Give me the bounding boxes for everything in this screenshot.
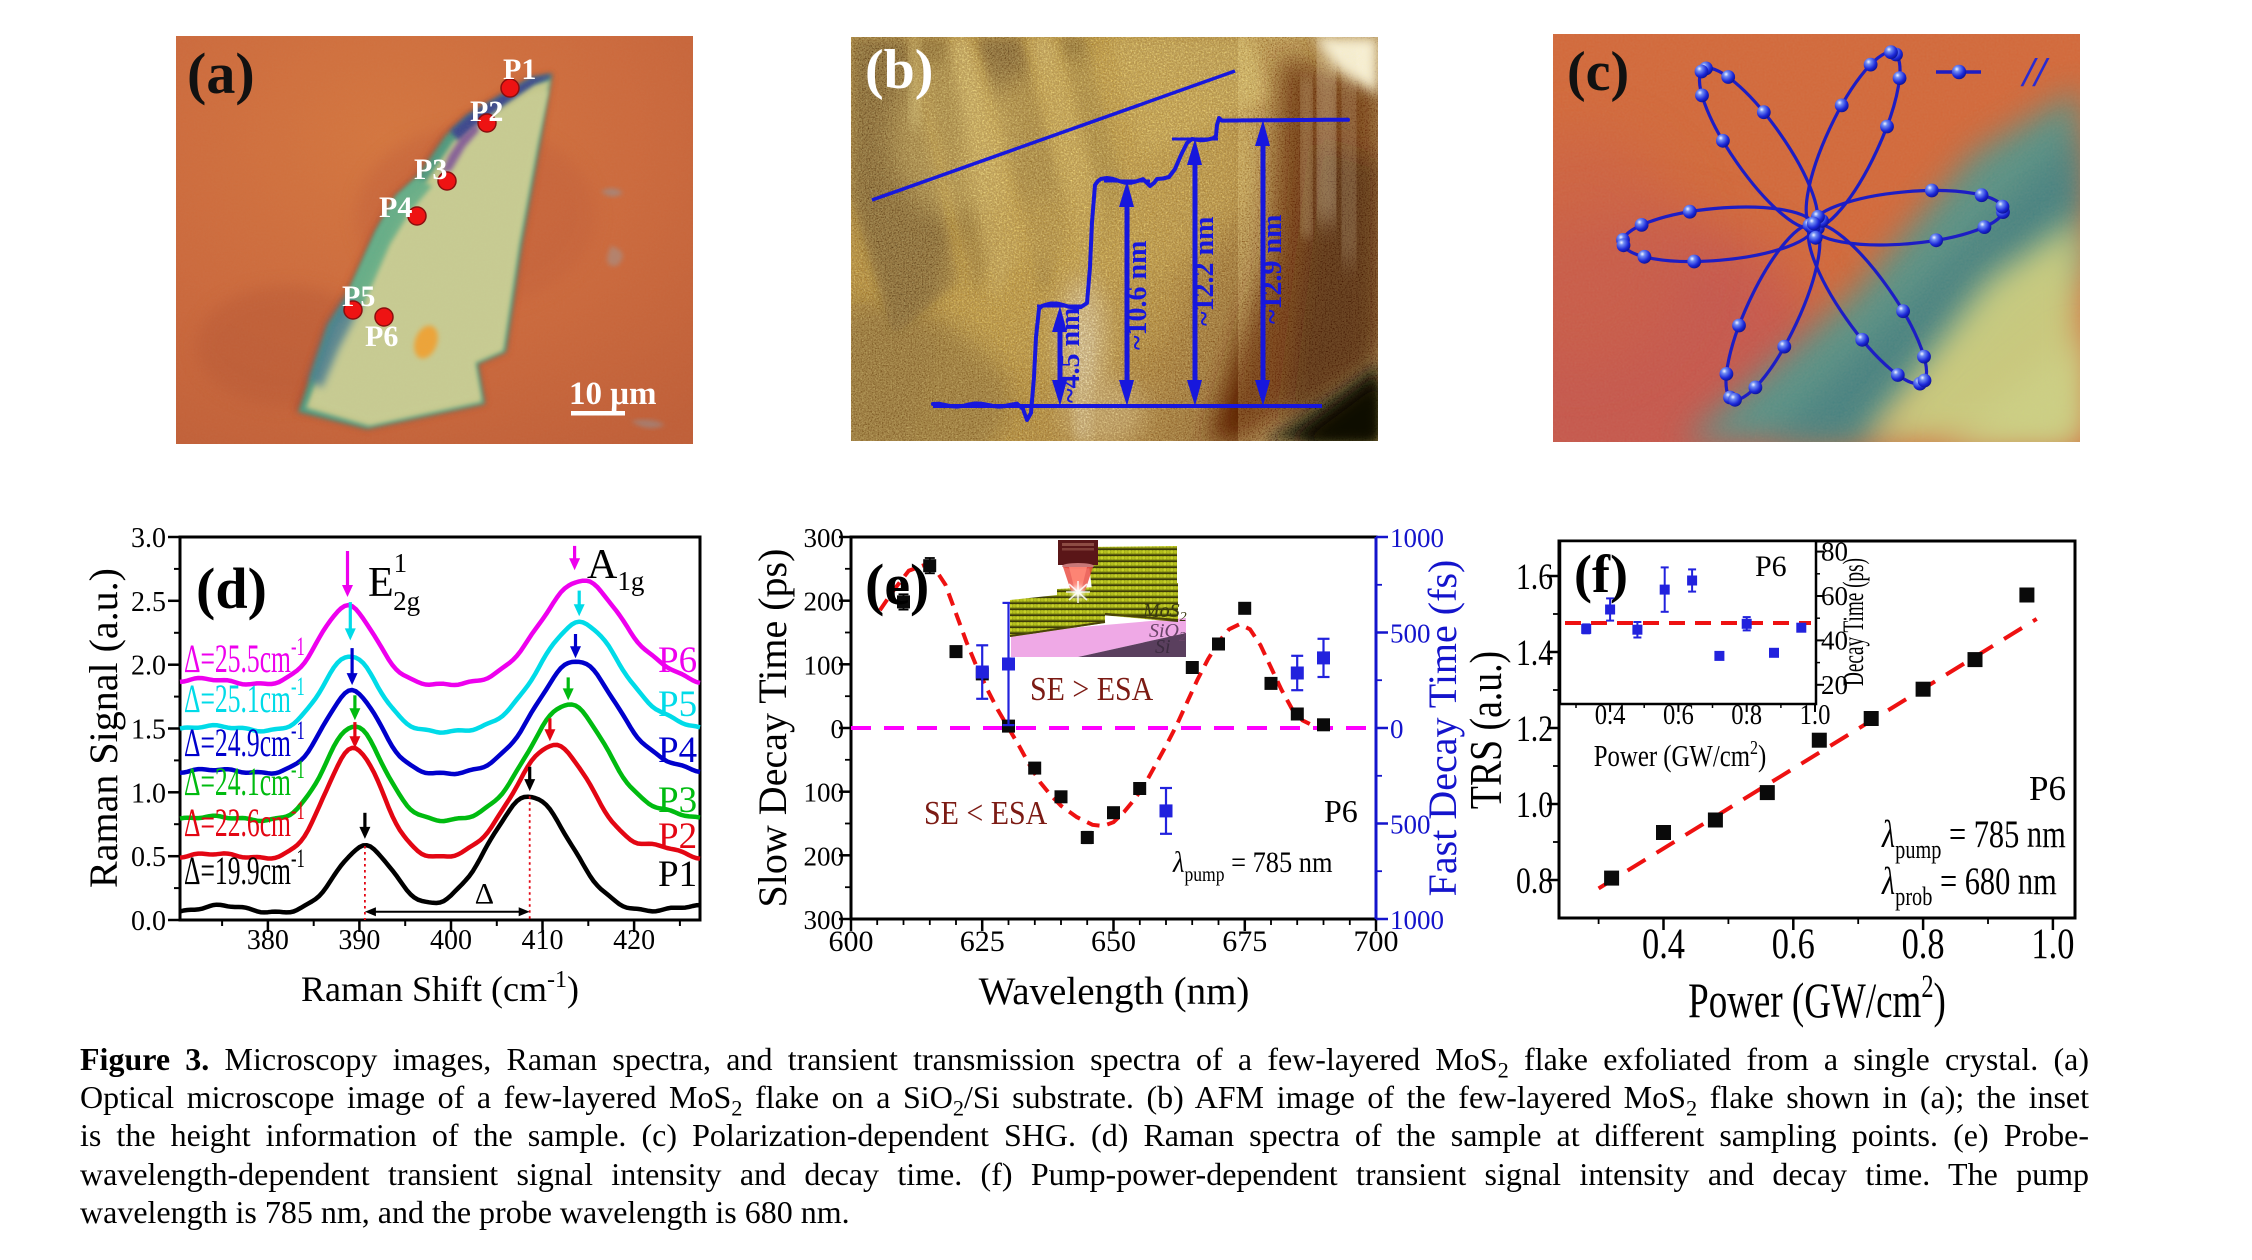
svg-text:P1: P1 [658,854,697,895]
svg-text:λpump = 785 nm: λpump = 785 nm [1881,812,2066,864]
svg-text:60: 60 [1821,581,1848,611]
svg-text:1000: 1000 [1390,523,1444,553]
svg-text:P3: P3 [414,153,447,186]
svg-text:λpump = 785 nm: λpump = 785 nm [1172,847,1332,887]
svg-text:0.5: 0.5 [131,842,166,873]
svg-text:Raman Shift (cm-1): Raman Shift (cm-1) [301,967,579,1009]
svg-text:(b): (b) [865,39,933,101]
svg-text:Δ: Δ [475,877,494,910]
svg-text:3.0: 3.0 [131,523,166,554]
svg-text:Δ=19.9cm-1: Δ=19.9cm-1 [184,844,305,893]
svg-text:390: 390 [338,925,380,956]
svg-text:1000: 1000 [1390,905,1444,935]
svg-text:P2: P2 [658,816,697,857]
svg-text:40: 40 [1821,625,1848,655]
svg-text:P6: P6 [1324,793,1358,829]
svg-text:P4: P4 [379,191,412,224]
svg-text:Δ=25.1cm-1: Δ=25.1cm-1 [184,672,305,721]
svg-text:Si: Si [1155,636,1171,658]
svg-text:0.8: 0.8 [1902,920,1945,967]
svg-text:Slow Decay Time (ps): Slow Decay Time (ps) [750,549,795,908]
svg-text:P4: P4 [658,730,697,771]
svg-text:(d): (d) [196,556,267,621]
svg-text:(a): (a) [187,41,255,106]
svg-text:P1: P1 [503,53,536,86]
svg-text:~4.5 nm: ~4.5 nm [1055,308,1086,403]
svg-text:100: 100 [804,650,845,680]
svg-text:~12.9 nm: ~12.9 nm [1257,215,1288,324]
svg-text:625: 625 [960,925,1005,958]
svg-text:0: 0 [1390,714,1404,744]
svg-text:1.0: 1.0 [131,778,166,809]
svg-text:P3: P3 [658,780,697,821]
svg-text:500: 500 [1390,810,1431,840]
svg-text:SiO2: SiO2 [1149,620,1186,645]
svg-text:0.8: 0.8 [1731,698,1762,730]
svg-text:1.6: 1.6 [1516,557,1553,598]
svg-text:λprob = 680 nm: λprob = 680 nm [1881,859,2057,911]
svg-text:1.0: 1.0 [2031,920,2074,967]
svg-text:0.6: 0.6 [1663,698,1694,730]
svg-text:2.5: 2.5 [131,587,166,618]
svg-text:0.4: 0.4 [1595,698,1626,730]
svg-text:Δ=24.9cm-1: Δ=24.9cm-1 [184,716,305,765]
svg-text:Power (GW/cm2): Power (GW/cm2) [1688,969,1946,1029]
svg-text:20: 20 [1821,670,1848,700]
svg-text:Power (GW/cm2): Power (GW/cm2) [1594,736,1767,773]
svg-text:MoS2: MoS2 [1142,600,1187,625]
svg-text:0.6: 0.6 [1772,920,1815,967]
svg-text:Δ=22.6cm-1: Δ=22.6cm-1 [184,796,305,845]
svg-text:80: 80 [1821,537,1848,567]
svg-text:~12.2 nm: ~12.2 nm [1189,217,1220,326]
svg-text:(e): (e) [865,552,929,617]
svg-text:600: 600 [829,925,874,958]
svg-text:SE < ESA: SE < ESA [924,793,1047,831]
svg-text:10 μm: 10 μm [569,376,656,412]
svg-text:200: 200 [804,841,845,871]
svg-text:200: 200 [804,587,845,617]
svg-text:0.8: 0.8 [1516,861,1553,902]
svg-text:P6: P6 [658,640,697,681]
svg-text:420: 420 [613,925,655,956]
svg-text:300: 300 [804,523,845,553]
svg-text:0.4: 0.4 [1642,920,1685,967]
svg-text:1.4: 1.4 [1516,633,1553,674]
svg-text:1.2: 1.2 [1516,709,1553,750]
svg-text:0: 0 [831,714,845,744]
svg-text:650: 650 [1091,925,1136,958]
svg-text:0.0: 0.0 [131,906,166,937]
svg-text:P6: P6 [2029,769,2066,808]
svg-text:Fast Decay Time (fs): Fast Decay Time (fs) [1420,560,1465,897]
svg-text:P2: P2 [470,95,503,128]
svg-text:P6: P6 [1755,550,1787,583]
svg-text:(f): (f) [1574,544,1628,604]
svg-text://: // [2020,50,2050,96]
svg-text:~10.6 nm: ~10.6 nm [1122,241,1153,350]
svg-text:100: 100 [804,778,845,808]
svg-text:(c): (c) [1567,41,1629,103]
svg-text:1.0: 1.0 [1516,785,1553,826]
svg-text:1.0: 1.0 [1800,698,1831,730]
svg-text:TRS (a.u.): TRS (a.u.) [1462,651,1512,809]
svg-text:400: 400 [430,925,472,956]
svg-text:1.5: 1.5 [131,715,166,746]
svg-text:P5: P5 [658,684,697,725]
svg-text:2.0: 2.0 [131,651,166,682]
svg-text:A1g: A1g [587,542,644,596]
svg-text:Raman Signal (a.u.): Raman Signal (a.u.) [81,568,126,888]
svg-text:Wavelength (nm): Wavelength (nm) [979,970,1250,1013]
svg-text:675: 675 [1222,925,1267,958]
svg-text:380: 380 [247,925,289,956]
svg-text:Δ=25.5cm-1: Δ=25.5cm-1 [184,632,305,681]
svg-text:P5: P5 [342,280,375,313]
svg-text:SE > ESA: SE > ESA [1030,669,1153,707]
svg-text:410: 410 [522,925,564,956]
svg-text:700: 700 [1354,925,1399,958]
svg-text:500: 500 [1390,619,1431,649]
svg-text:Decay Time (ps): Decay Time (ps) [1838,558,1870,686]
svg-text:300: 300 [804,905,845,935]
svg-text:P6: P6 [365,320,398,353]
svg-text:Δ=24.1cm-1: Δ=24.1cm-1 [184,755,305,804]
